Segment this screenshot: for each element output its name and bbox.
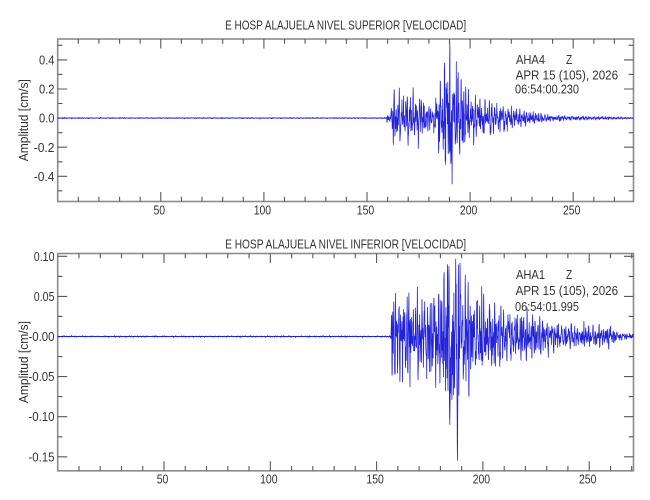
svg-text:06:54:01.995: 06:54:01.995 <box>515 300 579 314</box>
svg-text:E HOSP ALAJUELA NIVEL SUPERIOR: E HOSP ALAJUELA NIVEL SUPERIOR [VELOCIDA… <box>225 19 466 33</box>
svg-text:0.05: 0.05 <box>34 290 55 304</box>
svg-text:100: 100 <box>260 473 277 487</box>
svg-text:AHA1: AHA1 <box>516 268 545 282</box>
svg-text:50: 50 <box>154 203 166 217</box>
svg-text:-0.4: -0.4 <box>34 170 55 184</box>
svg-text:-0.2: -0.2 <box>34 141 55 155</box>
svg-text:APR 15 (105), 2026: APR 15 (105), 2026 <box>516 284 619 298</box>
svg-text:Z: Z <box>566 268 572 282</box>
svg-text:AHA4: AHA4 <box>516 53 545 67</box>
svg-text:-0.00: -0.00 <box>29 330 55 344</box>
svg-text:-0.15: -0.15 <box>29 450 55 464</box>
svg-text:06:54:00.230: 06:54:00.230 <box>515 83 579 97</box>
svg-text:APR 15 (105), 2026: APR 15 (105), 2026 <box>516 69 619 83</box>
svg-text:Amplitud [cm/s]: Amplitud [cm/s] <box>17 79 31 161</box>
svg-text:0.2: 0.2 <box>39 83 55 97</box>
svg-text:E HOSP ALAJUELA NIVEL INFERIOR: E HOSP ALAJUELA NIVEL INFERIOR [VELOCIDA… <box>225 237 466 251</box>
svg-text:250: 250 <box>579 473 596 487</box>
svg-text:200: 200 <box>460 203 477 217</box>
svg-text:150: 150 <box>357 203 374 217</box>
svg-text:0.0: 0.0 <box>39 112 55 126</box>
svg-text:250: 250 <box>563 203 580 217</box>
svg-text:Z: Z <box>566 53 572 67</box>
svg-text:50: 50 <box>157 473 169 487</box>
svg-text:0.4: 0.4 <box>39 53 55 67</box>
svg-text:0.10: 0.10 <box>34 250 55 264</box>
svg-text:100: 100 <box>254 203 271 217</box>
svg-text:-0.10: -0.10 <box>29 410 55 424</box>
svg-text:150: 150 <box>366 473 383 487</box>
svg-text:200: 200 <box>473 473 490 487</box>
svg-text:Amplitud [cm/s]: Amplitud [cm/s] <box>17 321 31 403</box>
svg-text:-0.05: -0.05 <box>29 370 55 384</box>
